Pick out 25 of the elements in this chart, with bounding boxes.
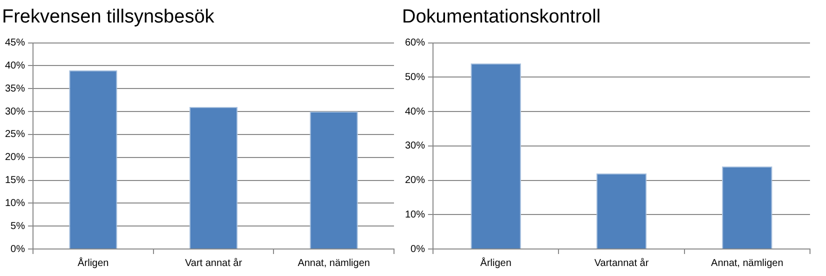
x-tick-label: Vart annat år	[184, 256, 243, 269]
y-tick-label: 50%	[405, 72, 426, 83]
y-tick-label: 0%	[410, 244, 426, 255]
y-tick-label: 20%	[5, 152, 26, 164]
chart-title: Frekvensen tillsynsbesök	[2, 6, 215, 28]
y-tick-label: 30%	[405, 140, 426, 152]
y-tick-label: 10%	[405, 209, 426, 220]
y-tick-label: 40%	[5, 60, 26, 72]
x-tick-label: Årligen	[480, 256, 512, 269]
y-tick-label: 35%	[5, 83, 26, 94]
x-tick-label: Årligen	[78, 256, 109, 269]
y-tick-label: 25%	[5, 129, 26, 140]
y-tick-label: 5%	[10, 220, 26, 232]
x-tick-label: Annat, nämligen	[711, 258, 784, 269]
x-tick-label: Vartannat år	[594, 256, 650, 269]
y-tick-label: 15%	[5, 175, 26, 186]
y-tick-label: 30%	[5, 106, 26, 118]
y-tick-label: 0%	[10, 244, 26, 255]
y-tick-label: 10%	[5, 198, 26, 209]
y-tick-label: 45%	[5, 38, 26, 49]
y-tick-label: 60%	[405, 38, 426, 49]
chart-title: Dokumentationskontroll	[402, 6, 601, 28]
y-tick-label: 20%	[405, 175, 426, 186]
y-tick-label: 40%	[405, 106, 426, 118]
x-tick-label: Annat, nämligen	[298, 258, 370, 269]
